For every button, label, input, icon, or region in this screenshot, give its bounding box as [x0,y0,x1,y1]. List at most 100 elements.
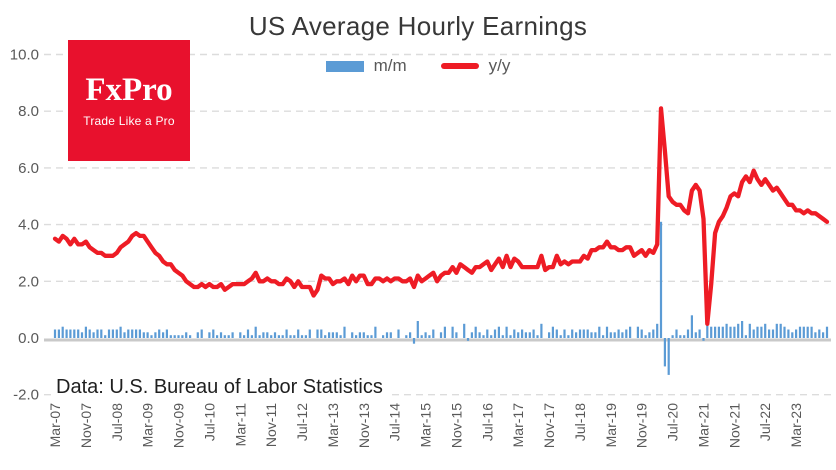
mm-bar [563,329,566,338]
mm-bar [575,332,578,338]
mm-bar [123,332,126,338]
mm-bar [791,332,794,338]
mm-bar [131,329,134,338]
x-axis-tick-label: Jul-18 [572,403,588,441]
mm-bar [629,326,632,338]
mm-bar [57,329,60,338]
chart-legend: m/m y/y [0,56,836,76]
mm-bar [455,332,458,338]
mm-bar [493,329,497,338]
mm-bar [107,329,111,338]
mm-bar [524,332,527,338]
mm-bar [258,335,261,338]
mm-bar [686,329,690,338]
mm-bar [590,332,593,338]
mm-bar [490,335,493,338]
mm-bar [760,326,763,338]
x-axis-tick-label: Nov-15 [448,403,464,448]
mm-bar [659,221,663,338]
mm-bar [162,332,165,338]
x-axis-tick-label: Jul-22 [757,403,773,441]
mm-bar [289,335,292,338]
mm-bar [351,332,354,338]
mm-bar [779,323,782,338]
mm-bar [69,329,72,338]
x-axis-tick-label: Mar-17 [510,403,526,448]
mm-bar [787,329,790,338]
x-axis-tick-label: Jul-16 [479,403,495,441]
x-axis-tick-label: Mar-15 [418,403,434,448]
x-axis-tick-label: Jul-12 [294,403,310,441]
mm-bar [389,332,392,338]
mm-bar [737,323,740,338]
mm-bar [605,326,609,338]
x-axis-tick-label: Nov-09 [171,403,187,448]
mm-bar [528,332,531,338]
mm-bar [382,335,385,338]
y-axis-tick-label: 0.0 [18,330,39,347]
mm-bar [656,323,659,338]
x-axis-tick-label: Mar-11 [232,403,248,447]
mm-bar [250,335,253,338]
y-axis-tick-label: 2.0 [18,273,39,290]
mm-bar [231,332,234,338]
mm-bar [358,332,361,338]
x-axis-tick-label: Nov-07 [78,403,94,448]
y-axis-tick-label: 6.0 [18,160,39,177]
mm-bar [752,329,755,338]
mm-bar [625,329,628,338]
mm-bar [73,329,76,338]
mm-bar [219,332,223,338]
mm-bar [482,335,485,338]
mm-bar [119,326,122,338]
mm-bar [463,323,466,338]
mm-bar [84,326,87,338]
mm-bar [355,335,358,338]
mm-bar [478,332,481,338]
mm-bar [115,329,118,338]
y-axis-tick-label: 4.0 [18,217,39,234]
legend-label-mm: m/m [373,56,407,75]
mm-bar [439,332,443,338]
mm-bar [61,326,64,338]
mm-bar [227,335,230,338]
mm-bar [582,329,585,338]
mm-bar [154,332,157,338]
mm-bar [92,332,95,338]
mm-bar [698,329,701,338]
mm-bar [428,335,431,338]
mm-bar [652,329,655,338]
mm-bar [96,329,99,338]
mm-bar [320,329,323,338]
mm-bar [254,326,257,338]
mm-bar [77,329,80,338]
mm-bar [281,335,284,338]
mm-bar [200,329,203,338]
mm-bar [548,332,551,338]
mm-bar [53,329,57,338]
mm-bar [270,335,273,338]
legend-swatch-mm [325,60,364,72]
mm-bar [223,335,226,338]
mm-bar [814,332,817,338]
y-axis-tick-label: -2.0 [13,387,39,404]
mm-bar [706,318,709,338]
mm-bar [273,332,277,338]
x-axis-tick-label: Nov-17 [541,403,557,448]
mm-bar [571,329,574,338]
mm-bar [806,326,809,338]
mm-bar [343,326,346,338]
mm-bar [335,332,338,338]
legend-swatch-yy [440,63,479,69]
mm-bar [536,335,539,338]
mm-bar [683,335,686,338]
mm-bar [185,332,188,338]
mm-bar [540,323,543,338]
mm-bar [675,329,678,338]
mm-bar [405,335,408,338]
mm-bar [748,323,751,338]
mm-bar [420,335,423,338]
mm-bar [297,329,300,338]
x-axis-tick-label: Mar-07 [47,403,63,448]
